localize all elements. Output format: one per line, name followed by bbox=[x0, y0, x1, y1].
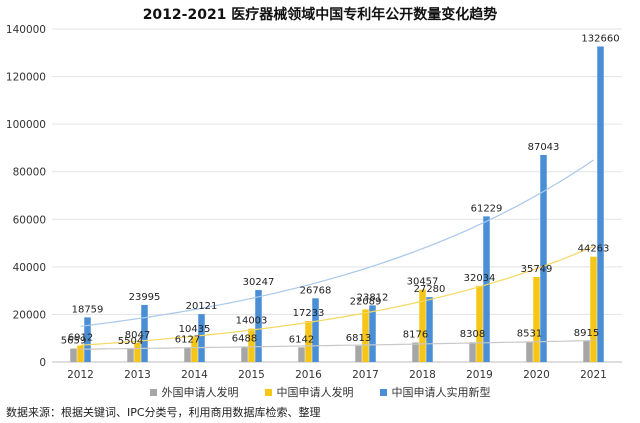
y-tick-label: 140000 bbox=[6, 24, 46, 36]
data-label: 30457 bbox=[407, 277, 439, 288]
bar-3-2021 bbox=[597, 46, 604, 363]
x-tick-label: 2020 bbox=[523, 369, 550, 381]
bar-3-2015 bbox=[255, 290, 262, 362]
data-label: 14003 bbox=[236, 316, 268, 327]
chart-title: 2012-2021 医疗器械领域中国专利年公开数量变化趋势 bbox=[142, 7, 498, 23]
bar-3-2019 bbox=[483, 216, 490, 362]
data-label: 30247 bbox=[243, 277, 275, 288]
bar-2-2018 bbox=[419, 289, 426, 362]
data-label: 27280 bbox=[414, 284, 446, 295]
data-label: 6912 bbox=[68, 333, 93, 344]
bar-1-2012 bbox=[70, 348, 77, 362]
bar-3-2014 bbox=[198, 314, 205, 362]
data-label: 6488 bbox=[232, 334, 257, 345]
data-label: 61229 bbox=[471, 203, 503, 214]
data-label: 5659 bbox=[61, 336, 86, 347]
data-label: 20121 bbox=[186, 301, 218, 312]
legend-item-2: 中国申请人发明 bbox=[264, 384, 354, 400]
bar-3-2016 bbox=[312, 298, 319, 362]
source-note: 数据来源：根据关键词、IPC分类号，利用商用数据库检索、整理 bbox=[6, 406, 321, 419]
legend-label: 中国申请人实用新型 bbox=[391, 386, 491, 399]
x-tick-label: 2018 bbox=[409, 369, 436, 381]
data-label: 44263 bbox=[578, 244, 610, 255]
bar-2-2020 bbox=[533, 276, 540, 362]
bar-3-2020 bbox=[540, 154, 547, 362]
x-tick-label: 2016 bbox=[295, 369, 322, 381]
data-label: 6127 bbox=[175, 334, 200, 345]
data-label: 8915 bbox=[574, 328, 599, 339]
bar-1-2016 bbox=[298, 347, 305, 362]
x-tick-label: 2014 bbox=[181, 369, 208, 381]
data-label: 23995 bbox=[129, 292, 161, 303]
x-tick-label: 2021 bbox=[580, 369, 607, 381]
data-label: 32034 bbox=[464, 273, 496, 284]
bar-2-2013 bbox=[134, 342, 141, 362]
bar-3-2013 bbox=[141, 304, 148, 362]
bar-1-2017 bbox=[355, 345, 362, 362]
y-tick-label: 120000 bbox=[6, 72, 46, 84]
bar-1-2014 bbox=[184, 347, 191, 362]
trendline-2 bbox=[80, 245, 594, 346]
data-label: 87043 bbox=[528, 142, 560, 153]
data-label: 5504 bbox=[118, 336, 143, 347]
y-tick-label: 0 bbox=[39, 357, 46, 369]
y-tick-label: 40000 bbox=[13, 262, 46, 274]
data-label: 6813 bbox=[346, 333, 371, 344]
bar-2-2019 bbox=[476, 285, 483, 362]
x-tick-label: 2015 bbox=[238, 369, 265, 381]
x-tick-label: 2017 bbox=[352, 369, 379, 381]
bar-2-2021 bbox=[590, 256, 597, 362]
y-tick-label: 100000 bbox=[6, 119, 46, 131]
bar-1-2019 bbox=[469, 342, 476, 362]
legend-item-1: 外国申请人发明 bbox=[149, 384, 239, 400]
legend-swatch bbox=[264, 388, 272, 396]
trendline-1 bbox=[80, 340, 594, 350]
data-label: 22089 bbox=[350, 296, 382, 307]
bar-2-2016 bbox=[305, 321, 312, 362]
legend-label: 中国申请人发明 bbox=[276, 386, 354, 399]
data-label: 8531 bbox=[517, 329, 542, 340]
y-tick-label: 80000 bbox=[13, 167, 46, 179]
bar-1-2021 bbox=[583, 340, 590, 362]
data-label: 35749 bbox=[521, 264, 553, 275]
data-label: 26768 bbox=[300, 285, 332, 296]
bar-3-2017 bbox=[369, 305, 376, 362]
data-label: 8047 bbox=[125, 330, 150, 341]
data-label: 132660 bbox=[581, 33, 619, 44]
bar-3-2012 bbox=[84, 317, 91, 362]
y-tick-label: 20000 bbox=[13, 309, 46, 321]
bar-1-2015 bbox=[241, 346, 248, 362]
legend-label: 外国申请人发明 bbox=[161, 386, 239, 399]
legend-swatch bbox=[379, 388, 387, 396]
data-label: 6142 bbox=[289, 334, 314, 345]
data-label: 17233 bbox=[293, 308, 325, 319]
legend: 外国申请人发明 中国申请人发明 中国申请人实用新型 bbox=[0, 384, 640, 400]
bar-2-2015 bbox=[248, 328, 255, 362]
legend-swatch bbox=[149, 388, 157, 396]
bar-3-2018 bbox=[426, 297, 433, 362]
data-label: 23812 bbox=[357, 292, 389, 303]
y-tick-label: 60000 bbox=[13, 214, 46, 226]
bar-2-2012 bbox=[77, 345, 84, 362]
trendline-3 bbox=[80, 159, 594, 327]
data-label: 8176 bbox=[403, 330, 428, 341]
data-label: 8308 bbox=[460, 329, 485, 340]
bar-1-2013 bbox=[127, 348, 134, 362]
x-tick-label: 2013 bbox=[124, 369, 151, 381]
data-label: 18759 bbox=[72, 304, 104, 315]
bar-2-2017 bbox=[362, 309, 369, 362]
bar-1-2018 bbox=[412, 342, 419, 362]
x-tick-label: 2012 bbox=[67, 369, 94, 381]
x-tick-label: 2019 bbox=[466, 369, 493, 381]
bar-2-2014 bbox=[191, 337, 198, 362]
legend-item-3: 中国申请人实用新型 bbox=[379, 384, 491, 400]
bar-1-2020 bbox=[526, 341, 533, 362]
data-label: 10435 bbox=[179, 324, 211, 335]
